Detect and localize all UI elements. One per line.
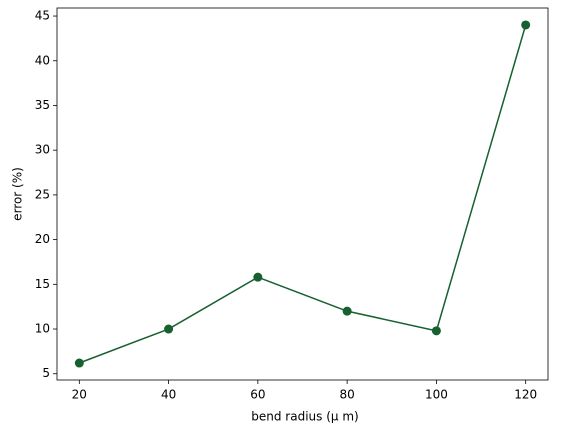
x-tick-label: 40 xyxy=(161,388,176,402)
x-tick-label: 60 xyxy=(250,388,265,402)
marker xyxy=(253,272,263,282)
x-tick-label: 80 xyxy=(339,388,354,402)
x-tick-label: 100 xyxy=(425,388,448,402)
plot-frame xyxy=(56,7,549,381)
marker xyxy=(431,326,441,336)
y-tick-label: 5 xyxy=(42,366,50,380)
y-tick-label: 25 xyxy=(35,187,50,201)
y-tick-label: 45 xyxy=(35,9,50,23)
line xyxy=(79,24,527,364)
y-tick-label: 35 xyxy=(35,98,50,112)
y-tick-label: 30 xyxy=(35,143,50,157)
x-axis-label: bend radius (μ m) xyxy=(251,410,358,424)
marker xyxy=(521,20,531,30)
marker xyxy=(74,358,84,368)
y-tick-label: 40 xyxy=(35,53,50,67)
y-tick-label: 20 xyxy=(35,232,50,246)
y-tick-label: 10 xyxy=(35,322,50,336)
marker xyxy=(342,306,352,316)
marker xyxy=(164,324,174,334)
y-tick-label: 15 xyxy=(35,277,50,291)
x-tick-label: 120 xyxy=(514,388,537,402)
y-axis-label: error (%) xyxy=(11,167,25,221)
x-tick-label: 20 xyxy=(72,388,87,402)
